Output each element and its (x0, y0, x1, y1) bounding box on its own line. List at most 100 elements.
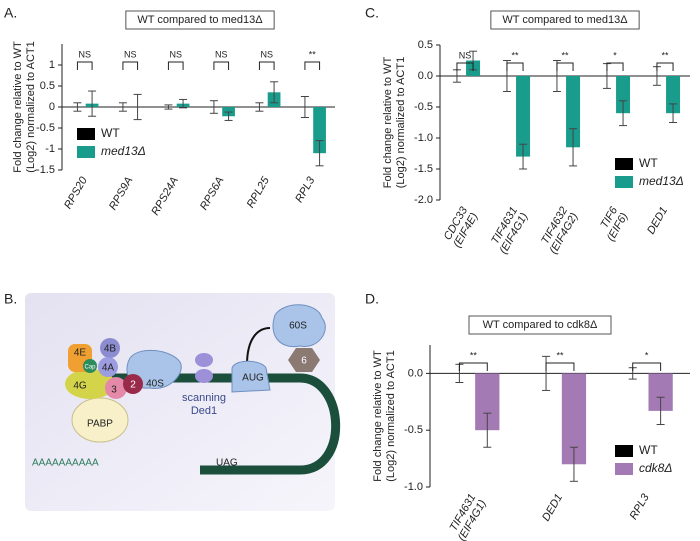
chart-title: WT compared to med13Δ (137, 14, 263, 26)
significance-label: NS (124, 49, 137, 59)
chart-title: WT compared to cdk8Δ (483, 319, 598, 331)
significance-bracket (456, 62, 474, 71)
y-axis-label: Fold change relative to WT (12, 41, 24, 173)
y-axis-label: (Log2) normalized to ACT1 (385, 350, 397, 481)
x-tick-label-group: RPS6A (198, 175, 226, 212)
x-tick-label-group: TIF4632(EIF4G2) (539, 205, 580, 256)
significance-bracket (606, 62, 624, 71)
title-box (490, 10, 640, 30)
eif4b (100, 338, 120, 358)
significance-label: NS (459, 50, 472, 60)
bar (616, 76, 631, 114)
title-box (468, 315, 612, 335)
y-tick-label: -2.0 (414, 194, 433, 206)
y-tick-label: -0.5 (36, 122, 55, 134)
significance-bracket (458, 362, 488, 371)
eif4a (98, 357, 118, 377)
label: Cap (84, 365, 96, 371)
bar (313, 107, 326, 154)
y-axis-label: (Log2) normalized to ACT1 (395, 57, 407, 188)
x-tick-label-group: RPS9A (107, 175, 135, 212)
label: 2 (130, 380, 136, 391)
pabp (71, 397, 129, 443)
significance-bracket (304, 61, 321, 70)
legend-label: cdk8Δ (639, 461, 672, 475)
label: 4E (74, 348, 87, 359)
chart-title: WT compared to med13Δ (502, 14, 628, 26)
significance-bracket (213, 61, 230, 70)
significance-label: ** (470, 350, 478, 360)
significance-bracket (656, 62, 674, 71)
y-tick-label: 0.0 (408, 367, 423, 379)
legend-label: WT (101, 126, 120, 140)
label: 3 (111, 385, 117, 396)
y-tick-label: -1.5 (414, 163, 433, 175)
significance-bracket (167, 61, 184, 70)
panel-label: B. (4, 291, 17, 307)
y-tick-label: -1.0 (414, 132, 433, 144)
y-axis-label: Fold change relative to WT (382, 56, 394, 188)
significance-label: ** (556, 350, 564, 360)
significance-bracket (632, 362, 662, 371)
y-axis-label: (Log2) normalized to ACT1 (25, 41, 37, 172)
y-tick-label: -1.0 (404, 481, 423, 493)
eif3 (105, 377, 127, 399)
panel-label: C. (365, 5, 379, 21)
label: 6 (301, 356, 307, 367)
label: UAG (216, 458, 238, 469)
label: AAAAAAAAAA (32, 458, 99, 469)
significance-label: ** (661, 50, 669, 60)
x-tick-label-group: RPS20 (62, 174, 90, 211)
legend-swatch (615, 445, 633, 457)
y-tick-label: -0.5 (414, 101, 433, 113)
legend-swatch (615, 158, 633, 170)
legend-label: med13Δ (101, 144, 146, 158)
y-tick-label: -1.5 (36, 164, 55, 176)
x-tick-label-group: DED1 (540, 492, 565, 523)
x-tick-label: DED1 (645, 205, 670, 236)
significance-label: NS (78, 49, 91, 59)
ribosome-60s (272, 304, 326, 348)
ded1 (195, 353, 213, 367)
x-tick-label: RPS9A (107, 175, 135, 212)
y-tick-label: 0 (49, 101, 55, 113)
legend-swatch (77, 146, 95, 158)
y-tick-label: 0.5 (40, 80, 55, 92)
bar (566, 76, 581, 148)
legend-label: WT (639, 156, 658, 170)
title-box (125, 10, 275, 30)
significance-label: NS (169, 49, 182, 59)
legend-label: med13Δ (639, 174, 684, 188)
label: PABP (87, 419, 113, 430)
y-tick-label: -0.5 (404, 424, 423, 436)
label: Ded1 (191, 405, 217, 417)
label: AUG (242, 373, 264, 384)
x-tick-label-group: CDC33(EIF4E) (442, 204, 481, 250)
x-tick-label: RPL25 (245, 174, 273, 210)
label: 40S (146, 379, 164, 390)
aug-blob (231, 360, 271, 393)
significance-bracket (122, 61, 139, 70)
mrna (75, 373, 341, 475)
significance-bracket (76, 61, 93, 70)
bar (516, 76, 531, 157)
x-tick-label: RPS20 (62, 174, 90, 211)
significance-label: * (645, 350, 649, 360)
ded1 (195, 369, 213, 383)
x-tick-label: RPL3 (628, 491, 653, 522)
y-tick-label: -1 (45, 143, 55, 155)
x-tick-label-group: RPL25 (245, 174, 273, 210)
x-tick-label: RPL3 (293, 174, 318, 205)
x-tick-label: RPS24A (149, 175, 180, 218)
x-tick-label-group: TIF6(EIF6) (598, 204, 630, 243)
label: 4G (73, 381, 87, 392)
legend-swatch (615, 176, 633, 188)
significance-label: NS (260, 49, 273, 59)
x-tick-label: RPS6A (198, 175, 226, 212)
significance-bracket (258, 61, 275, 70)
y-tick-label: 0.5 (418, 39, 433, 51)
legend-swatch (615, 463, 633, 475)
x-tick-label-group: RPL3 (293, 174, 318, 205)
panel-label: A. (4, 5, 17, 21)
